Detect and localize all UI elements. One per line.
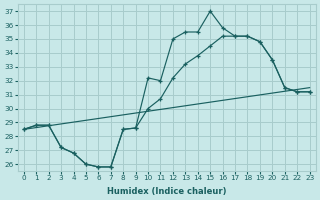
X-axis label: Humidex (Indice chaleur): Humidex (Indice chaleur): [107, 187, 227, 196]
